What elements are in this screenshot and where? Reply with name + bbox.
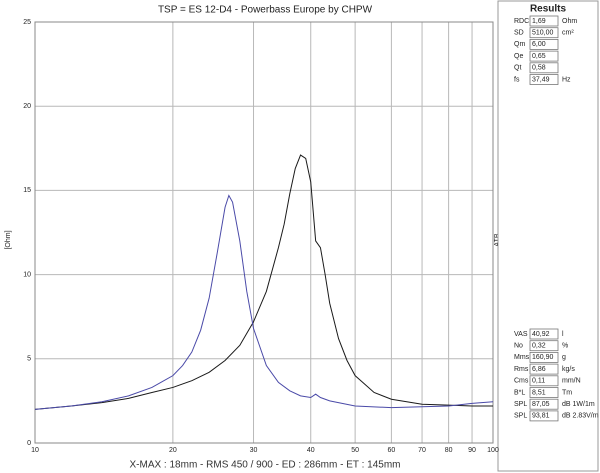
y-tick-label: 25 [23,19,31,26]
result-value-box [529,62,559,74]
x-tick-label: 40 [307,447,315,454]
result-label: Rms [514,366,529,373]
result-unit: g [562,354,566,361]
result-value: 1,69 [532,18,546,25]
x-tick-label: 30 [250,447,258,454]
result-value: 6,00 [532,41,546,48]
result-label: SD [514,30,524,37]
result-value-box [529,15,559,27]
y-tick-label: 15 [23,187,31,194]
y-tick-label: 10 [23,271,31,278]
result-label: RDC [514,18,529,25]
chart-title: TSP = ES 12-D4 - Powerbass Europe by CHP… [158,5,373,16]
chart-footer: X-MAX : 18mm - RMS 450 / 900 - ED : 286m… [129,460,400,471]
result-value: 160,90 [532,354,554,361]
result-value-box [529,39,559,50]
result-label: Qm [514,41,525,48]
result-value-box [529,363,559,375]
result-value-box [529,398,559,410]
impedance-curve [34,194,494,410]
result-unit: % [562,343,568,350]
x-tick-label: 10 [31,447,39,454]
result-label: No [514,343,523,350]
result-value-box [529,410,559,422]
y-tick-label: 20 [23,103,31,110]
x-tick-label: 80 [445,447,453,454]
y-axis-label: [Ohm] [5,230,12,249]
result-label: Mms [514,354,530,361]
result-label: Cms [514,378,529,385]
result-value: 87,05 [532,401,550,408]
x-tick-label: 90 [468,447,476,454]
x-tick-label: 60 [387,447,395,454]
x-tick-label: 70 [418,447,426,454]
result-value: 0,58 [532,65,546,72]
result-value: 8,51 [532,389,546,396]
result-unit: kg/s [562,366,575,373]
y2-axis-label: ATB [494,233,501,246]
result-value-box [529,340,559,352]
result-label: fs [514,76,520,83]
result-value: 6,86 [532,366,546,373]
result-label: B*L [514,389,525,396]
result-unit: Tm [562,389,572,396]
result-unit: Hz [562,76,571,83]
result-value: 0,65 [532,53,546,60]
y-tick-label: 0 [27,440,31,447]
result-value-box [529,375,559,387]
result-label: Qe [514,53,523,60]
result-unit: cm² [562,30,574,37]
result-value-box [529,387,559,398]
result-unit: dB 1W/1m [562,401,595,408]
result-value-box [529,50,559,62]
result-value: 93,81 [532,413,550,420]
result-value-box [529,27,559,39]
impedance-curve [34,154,493,410]
result-label: VAS [514,331,528,338]
result-unit: dB 2.83V/m [562,413,599,420]
result-unit: Ohm [562,18,577,25]
result-value: 0,32 [532,343,546,350]
x-tick-label: 50 [351,447,359,454]
result-label: Qt [514,65,521,72]
result-unit: mm/N [562,378,581,385]
result-value: 40,92 [532,331,550,338]
result-value: 0,11 [532,378,545,385]
result-label: SPL [514,401,527,408]
result-label: SPL [514,413,527,420]
result-value-box [529,74,559,85]
result-value-box [529,351,559,363]
x-tick-label: 100 [487,447,499,454]
result-unit: l [562,331,564,338]
result-value-box [529,328,559,340]
result-value: 510,00 [532,30,554,37]
x-tick-label: 20 [169,447,177,454]
result-value: 37,49 [532,76,550,83]
y-tick-label: 5 [27,356,31,363]
plot-frame [34,21,494,444]
results-title: Results [530,4,567,15]
